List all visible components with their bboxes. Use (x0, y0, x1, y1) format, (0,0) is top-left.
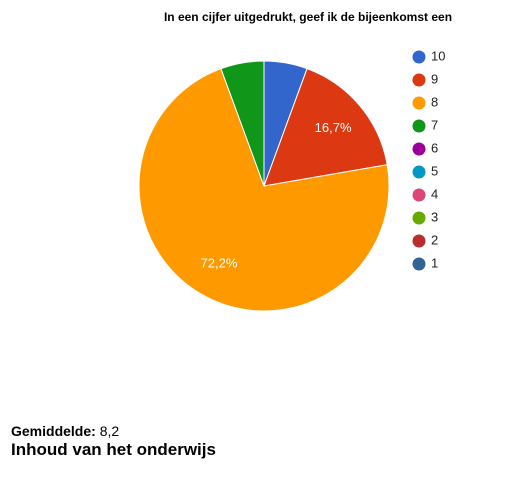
chart: In een cijfer uitgedrukt, geef ik de bij… (138, 10, 452, 312)
legend-swatch (412, 234, 426, 248)
legend-swatch (412, 142, 426, 156)
average-value: 8,2 (99, 423, 120, 439)
average: Gemiddelde: 8,2 (11, 423, 119, 439)
legend-swatch (412, 73, 426, 87)
average-label: Gemiddelde: (11, 423, 96, 439)
legend-swatch (412, 50, 426, 64)
pie-slice (263, 68, 388, 187)
chart-title: In een cijfer uitgedrukt, geef ik de bij… (164, 10, 452, 24)
legend-label: 4 (431, 186, 438, 201)
slice-label: 72,2% (201, 255, 238, 270)
legend-swatch (412, 211, 426, 225)
legend-swatch (412, 257, 426, 271)
legend-swatch (412, 188, 426, 202)
section-heading: Inhoud van het onderwijs (11, 440, 216, 459)
pie-slice (138, 68, 390, 312)
legend-label: 3 (431, 209, 438, 224)
legend-label: 1 (431, 255, 438, 270)
legend-swatch (412, 96, 426, 110)
legend-label: 6 (431, 140, 438, 155)
legend-label: 8 (431, 94, 438, 109)
legend-label: 10 (431, 48, 445, 63)
legend-label: 9 (431, 71, 438, 86)
legend-label: 7 (431, 117, 438, 132)
legend-label: 5 (431, 163, 438, 178)
legend-swatch (412, 119, 426, 133)
legend-label: 2 (431, 232, 438, 247)
legend-swatch (412, 165, 426, 179)
slice-label: 16,7% (315, 120, 352, 135)
